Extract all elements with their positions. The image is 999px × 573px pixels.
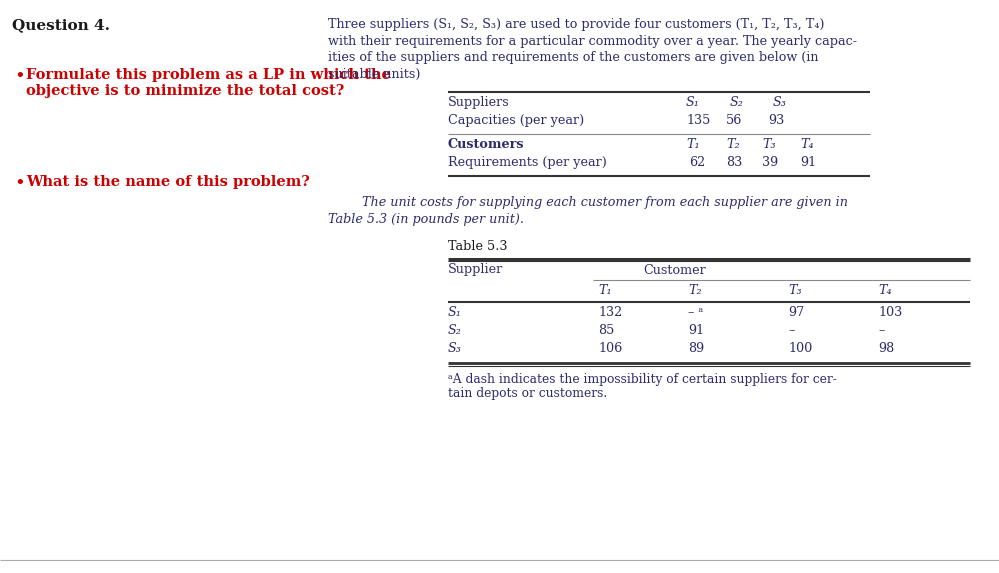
Text: S₁: S₁ xyxy=(686,96,700,109)
Text: 98: 98 xyxy=(878,343,894,355)
Text: Supplier: Supplier xyxy=(448,264,503,277)
Text: S₂: S₂ xyxy=(730,96,744,109)
Text: ities of the suppliers and requirements of the customers are given below (in: ities of the suppliers and requirements … xyxy=(328,51,818,64)
Text: 132: 132 xyxy=(598,307,622,320)
Text: What is the name of this problem?: What is the name of this problem? xyxy=(26,175,310,189)
Text: 106: 106 xyxy=(598,343,622,355)
Text: S₁: S₁ xyxy=(448,307,462,320)
Text: 93: 93 xyxy=(768,114,784,127)
Text: S₃: S₃ xyxy=(448,343,462,355)
Text: T₃: T₃ xyxy=(762,138,775,151)
Text: 39: 39 xyxy=(762,156,778,169)
Text: •: • xyxy=(14,68,25,86)
Text: Three suppliers (S₁, S₂, S₃) are used to provide four customers (T₁, T₂, T₃, T₄): Three suppliers (S₁, S₂, S₃) are used to… xyxy=(328,18,824,31)
Text: 135: 135 xyxy=(686,114,710,127)
Text: 103: 103 xyxy=(878,307,902,320)
Text: –: – xyxy=(788,324,794,337)
Text: T₁: T₁ xyxy=(598,284,611,296)
Text: suitable units): suitable units) xyxy=(328,68,421,80)
Text: Table 5.3 (in pounds per unit).: Table 5.3 (in pounds per unit). xyxy=(328,213,523,226)
Text: Capacities (per year): Capacities (per year) xyxy=(448,114,584,127)
Text: S₂: S₂ xyxy=(448,324,462,337)
Text: 91: 91 xyxy=(688,324,704,337)
Text: 83: 83 xyxy=(726,156,742,169)
Text: T₄: T₄ xyxy=(878,284,892,296)
Text: ᵃA dash indicates the impossibility of certain suppliers for cer-: ᵃA dash indicates the impossibility of c… xyxy=(448,374,837,387)
Text: T₂: T₂ xyxy=(726,138,739,151)
Text: T₂: T₂ xyxy=(688,284,701,296)
Text: Suppliers: Suppliers xyxy=(448,96,509,109)
Text: 62: 62 xyxy=(689,156,705,169)
Text: T₁: T₁ xyxy=(686,138,699,151)
Text: 91: 91 xyxy=(800,156,816,169)
Text: 85: 85 xyxy=(598,324,614,337)
Text: 100: 100 xyxy=(788,343,812,355)
Text: The unit costs for supplying each customer from each supplier are given in: The unit costs for supplying each custom… xyxy=(346,196,848,209)
Text: S₃: S₃ xyxy=(773,96,787,109)
Text: with their requirements for a particular commodity over a year. The yearly capac: with their requirements for a particular… xyxy=(328,34,857,48)
Text: Formulate this problem as a LP in which the
objective is to minimize the total c: Formulate this problem as a LP in which … xyxy=(26,68,391,98)
Text: •: • xyxy=(14,175,25,193)
Text: T₃: T₃ xyxy=(788,284,801,296)
Text: 56: 56 xyxy=(726,114,742,127)
Text: tain depots or customers.: tain depots or customers. xyxy=(448,387,607,401)
Text: Question 4.: Question 4. xyxy=(12,18,110,32)
Text: T₄: T₄ xyxy=(800,138,813,151)
Text: Table 5.3: Table 5.3 xyxy=(448,241,507,253)
Text: Requirements (per year): Requirements (per year) xyxy=(448,156,606,169)
Text: Customer: Customer xyxy=(643,264,705,277)
Text: –: – xyxy=(878,324,884,337)
Text: 97: 97 xyxy=(788,307,804,320)
Text: Customers: Customers xyxy=(448,138,524,151)
Text: 89: 89 xyxy=(688,343,704,355)
Text: – ᵃ: – ᵃ xyxy=(688,307,703,320)
